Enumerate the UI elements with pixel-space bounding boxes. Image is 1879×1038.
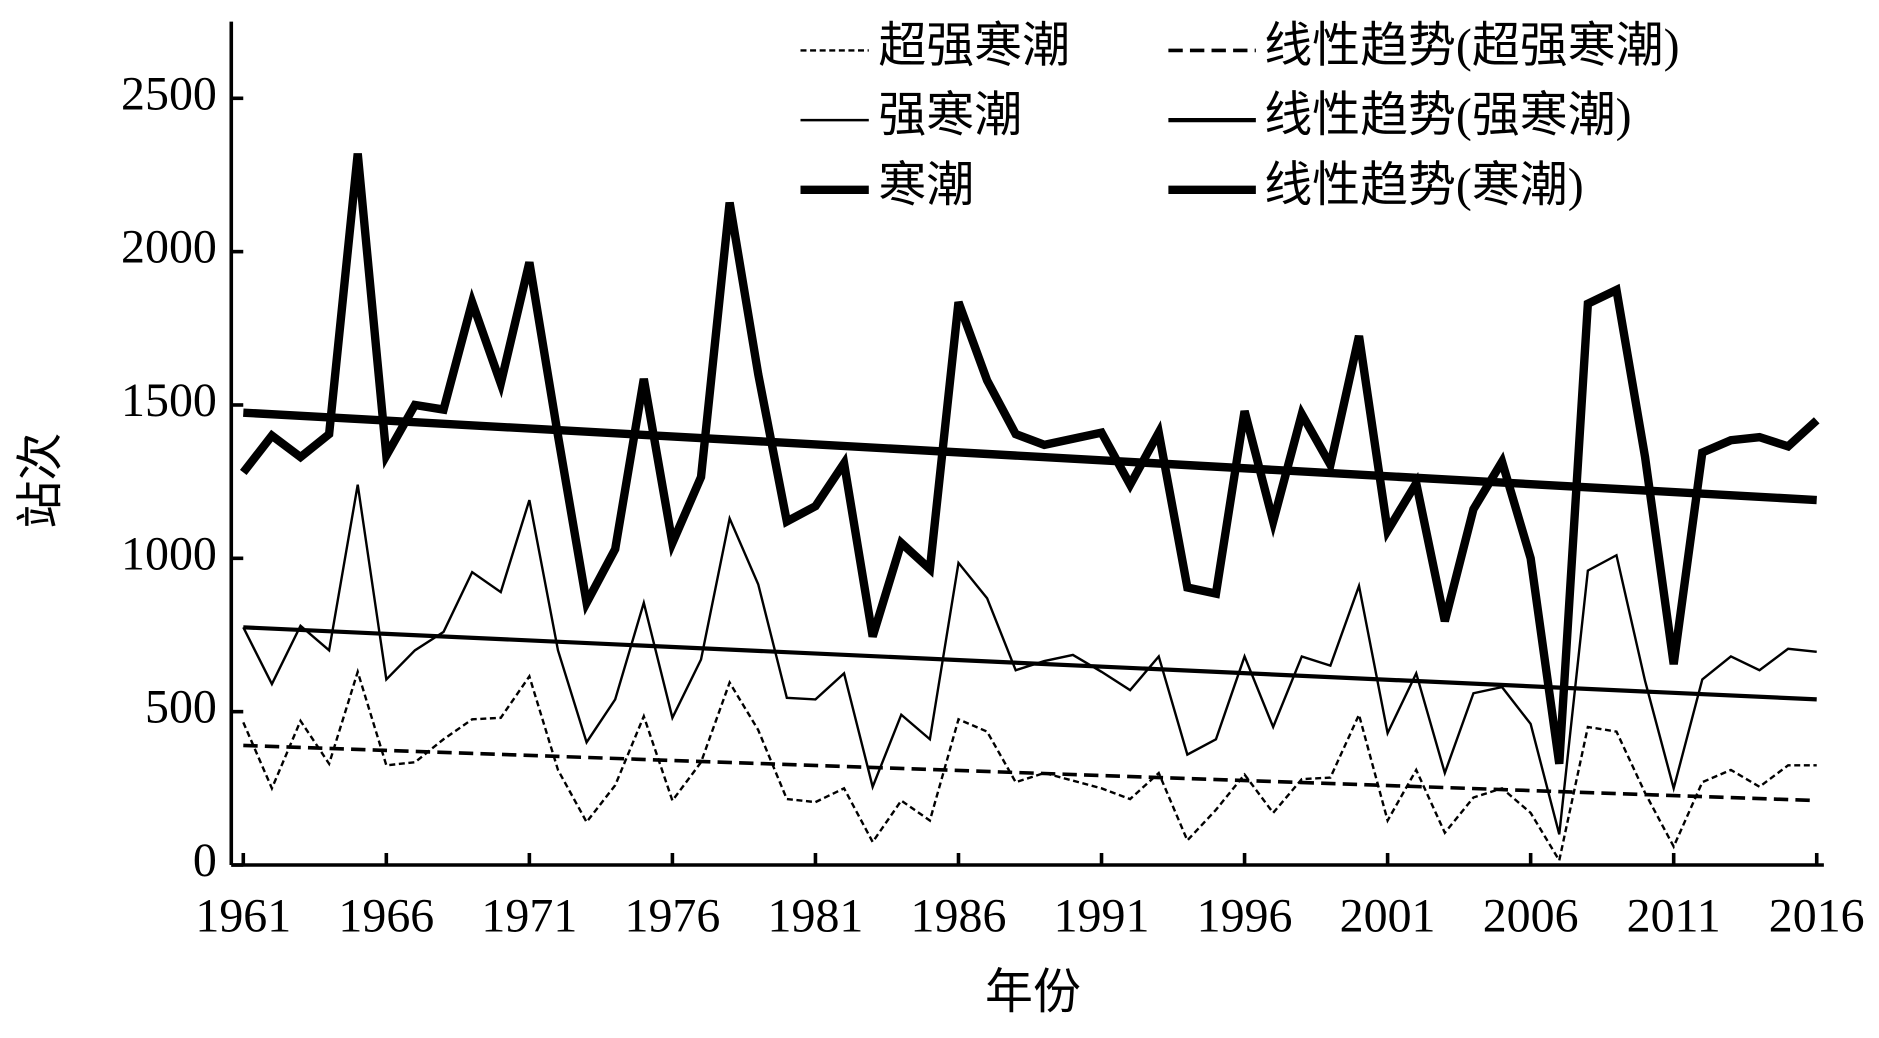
series-line <box>242 667 1817 864</box>
y-tick-label: 0 <box>193 834 217 887</box>
series-line <box>242 484 1817 835</box>
y-tick-label: 1000 <box>121 527 217 580</box>
y-axis-label: 站次 <box>15 433 68 529</box>
legend-label: 线性趋势(强寒潮) <box>1264 89 1631 142</box>
series-line <box>243 625 1817 702</box>
x-tick-label: 1986 <box>911 889 1007 942</box>
legend-label: 超强寒潮 <box>878 19 1070 72</box>
series-line <box>239 153 1820 765</box>
legend-label: 强寒潮 <box>878 89 1022 142</box>
series-line <box>243 408 1817 505</box>
x-tick-label: 2011 <box>1627 889 1721 942</box>
y-tick-label: 2500 <box>121 67 217 120</box>
x-tick-label: 2006 <box>1483 889 1579 942</box>
legend-label: 线性趋势(超强寒潮) <box>1264 19 1679 72</box>
legend-label: 线性趋势(寒潮) <box>1264 159 1583 212</box>
x-axis-label: 年份 <box>985 966 1081 1019</box>
x-tick-label: 1991 <box>1054 889 1150 942</box>
x-tick-label: 1971 <box>481 889 577 942</box>
legend-label: 寒潮 <box>878 159 974 212</box>
x-tick-label: 1966 <box>338 889 434 942</box>
y-tick-label: 500 <box>145 681 217 734</box>
x-tick-label: 1961 <box>195 889 291 942</box>
x-tick-label: 2001 <box>1340 889 1436 942</box>
y-tick-label: 1500 <box>121 374 217 427</box>
series-line <box>243 743 1817 803</box>
x-tick-label: 2016 <box>1769 889 1865 942</box>
x-tick-label: 1981 <box>768 889 864 942</box>
x-tick-label: 1996 <box>1197 889 1293 942</box>
y-tick-label: 2000 <box>121 221 217 274</box>
x-tick-label: 1976 <box>624 889 720 942</box>
